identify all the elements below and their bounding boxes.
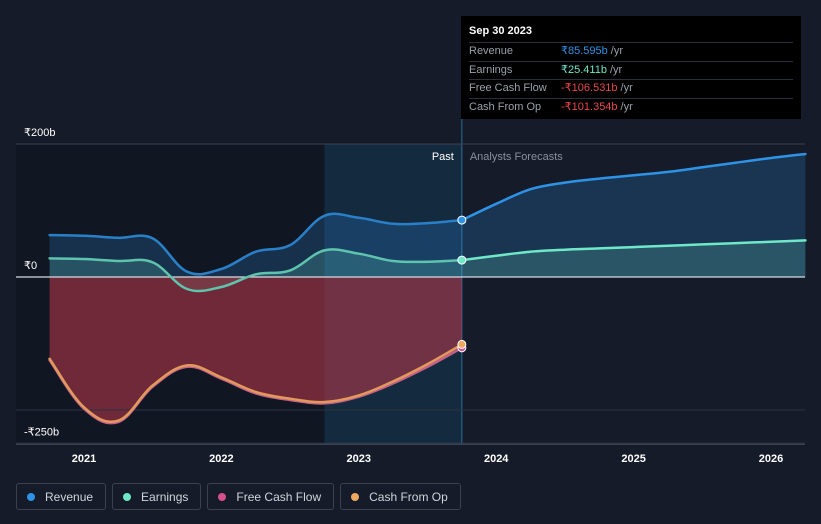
tooltip-value: ₹85.595b [561,45,608,57]
tooltip-value: -₹106.531b [561,82,618,94]
tooltip-date: Sep 30 2023 [469,24,793,43]
tooltip-unit: /yr [609,63,623,76]
legend-item-earnings[interactable]: Earnings [112,483,202,510]
tooltip-row-earnings: Earnings ₹25.411b /yr [469,62,793,80]
x-tick-label: 2026 [759,453,783,465]
marker-cash-from-op [457,339,467,349]
tooltip-label: Revenue [469,45,514,57]
legend-item-revenue[interactable]: Revenue [16,483,107,510]
legend-label: Cash From Op [369,489,448,504]
tooltip-value: ₹25.411b [561,63,607,76]
y-tick-label: -₹250b [24,426,59,438]
legend-dot-icon [27,492,35,501]
x-tick-label: 2022 [209,453,233,465]
legend-dot-icon [218,492,227,501]
legend-label: Free Cash Flow [236,489,322,504]
y-tick-label: ₹0 [24,260,37,272]
line-revenue-forecast [460,152,807,222]
tooltip-label: Cash From Op [469,100,542,113]
legend: Revenue Earnings Free Cash Flow Cash Fro… [16,483,461,510]
forecast-label: Analysts Forecasts [470,151,563,163]
legend-item-cash-from-op[interactable]: Cash From Op [340,483,461,510]
line-earnings-past [48,248,464,293]
past-label: Past [432,151,454,163]
line-revenue-past [48,212,464,276]
tooltip-row-free-cash-flow: Free Cash Flow -₹106.531b /yr [469,80,793,99]
x-tick-label: 2024 [484,453,509,465]
legend-item-free-cash-flow[interactable]: Free Cash Flow [207,483,335,510]
tooltip-row-cash-from-op: Cash From Op -₹101.354b /yr [469,99,793,117]
tooltip-label: Free Cash Flow [469,82,547,94]
line-earnings-forecast [460,239,807,262]
tooltip-unit: /yr [620,82,633,94]
legend-label: Revenue [45,489,94,504]
legend-label: Earnings [141,489,189,504]
y-tick-label: ₹200b [24,127,55,139]
tooltip-row-revenue: Revenue ₹85.595b /yr [469,43,793,62]
tooltip-value: -₹101.354b [561,100,618,113]
area-revenue [49,154,806,277]
legend-dot-icon [123,492,132,501]
line-cash-from-op-past [48,343,464,424]
marker-earnings [457,255,467,265]
legend-dot-icon [351,492,360,501]
marker-revenue [457,215,467,225]
x-tick-label: 2021 [72,453,96,465]
tooltip-unit: /yr [610,45,623,57]
tooltip-unit: /yr [620,100,633,113]
tooltip-label: Earnings [469,63,513,76]
line-free-cash-flow-past [48,346,464,425]
tooltip: Sep 30 2023 Revenue ₹85.595b /yr Earning… [461,16,801,119]
x-tick-label: 2025 [621,453,645,465]
x-tick-label: 2023 [347,453,371,465]
